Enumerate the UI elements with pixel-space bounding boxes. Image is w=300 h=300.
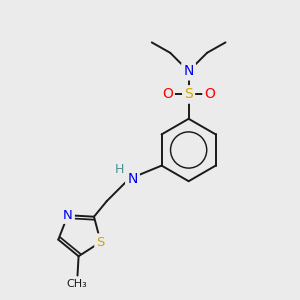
Text: N: N (127, 172, 138, 186)
Text: O: O (162, 87, 173, 101)
Text: S: S (184, 87, 193, 101)
Text: N: N (184, 64, 194, 78)
Text: N: N (63, 209, 73, 222)
Text: S: S (97, 236, 105, 249)
Text: N: N (184, 64, 194, 78)
Text: H: H (115, 163, 124, 176)
Text: CH₃: CH₃ (67, 279, 87, 289)
Text: O: O (205, 87, 215, 101)
Text: H: H (115, 163, 124, 176)
Text: N: N (127, 172, 138, 186)
Text: O: O (162, 87, 173, 101)
Text: S: S (184, 87, 193, 101)
Text: N: N (63, 209, 73, 222)
Text: S: S (97, 236, 105, 249)
Text: O: O (205, 87, 215, 101)
